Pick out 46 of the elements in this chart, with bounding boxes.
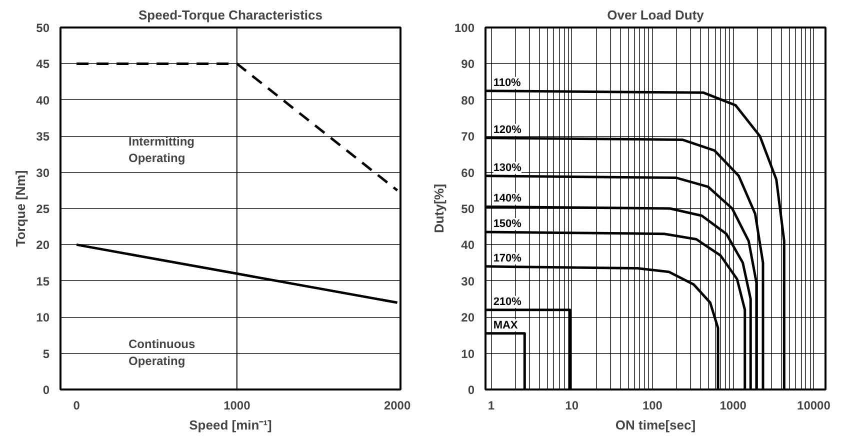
series-label: 150% (493, 218, 522, 230)
series-label: 110% (493, 76, 522, 89)
y-tick-label: 0 (468, 383, 475, 397)
y-axis-title: Duty[%] (431, 184, 446, 234)
series-label: MAX (493, 319, 518, 332)
y-axis-title: Torque [Nm] (13, 170, 28, 247)
series-label: 170% (493, 252, 522, 264)
series-label: 210% (493, 296, 522, 308)
x-tick-label: 2000 (384, 398, 411, 412)
y-tick-label: 5 (42, 346, 50, 361)
chart-title: Over Load Duty (607, 8, 705, 22)
y-tick-label: 50 (36, 21, 50, 35)
x-tick-label: 10 (565, 398, 579, 412)
annotation: Intermitting Operating (128, 134, 194, 166)
y-tick-label: 40 (461, 238, 475, 252)
x-axis-title: Speed [min⁻¹] (189, 418, 272, 432)
series-label: 140% (493, 192, 522, 205)
y-tick-label: 25 (36, 202, 50, 216)
y-tick-label: 20 (461, 310, 475, 325)
y-tick-label: 35 (36, 130, 50, 144)
series-label: 120% (493, 124, 522, 136)
y-tick-label: 80 (461, 93, 475, 108)
y-tick-label: 45 (36, 57, 50, 72)
y-tick-label: 10 (461, 346, 475, 361)
y-tick-label: 10 (36, 310, 50, 325)
y-tick-label: 70 (461, 130, 475, 144)
y-tick-label: 100 (454, 21, 475, 35)
x-tick-label: 10000 (797, 398, 831, 412)
y-tick-label: 60 (461, 166, 475, 180)
x-axis-title: ON time[sec] (615, 418, 696, 432)
y-tick-label: 20 (36, 238, 50, 252)
y-tick-label: 15 (36, 274, 50, 288)
annotation: Continuous Operating (128, 336, 196, 368)
series-label: 130% (493, 162, 522, 174)
y-tick-label: 40 (36, 93, 50, 108)
x-tick-label: 1000 (720, 398, 747, 412)
y-tick-label: 50 (461, 202, 475, 216)
x-tick-label: 0 (73, 398, 80, 412)
y-tick-label: 30 (36, 166, 50, 180)
y-tick-label: 90 (461, 57, 475, 72)
y-tick-label: 30 (461, 274, 475, 288)
chart-title: Speed-Torque Characteristics (138, 8, 322, 22)
x-tick-label: 1 (488, 398, 495, 412)
y-tick-label: 0 (42, 383, 50, 397)
x-tick-label: 1000 (224, 398, 251, 412)
x-tick-label: 100 (642, 398, 663, 412)
